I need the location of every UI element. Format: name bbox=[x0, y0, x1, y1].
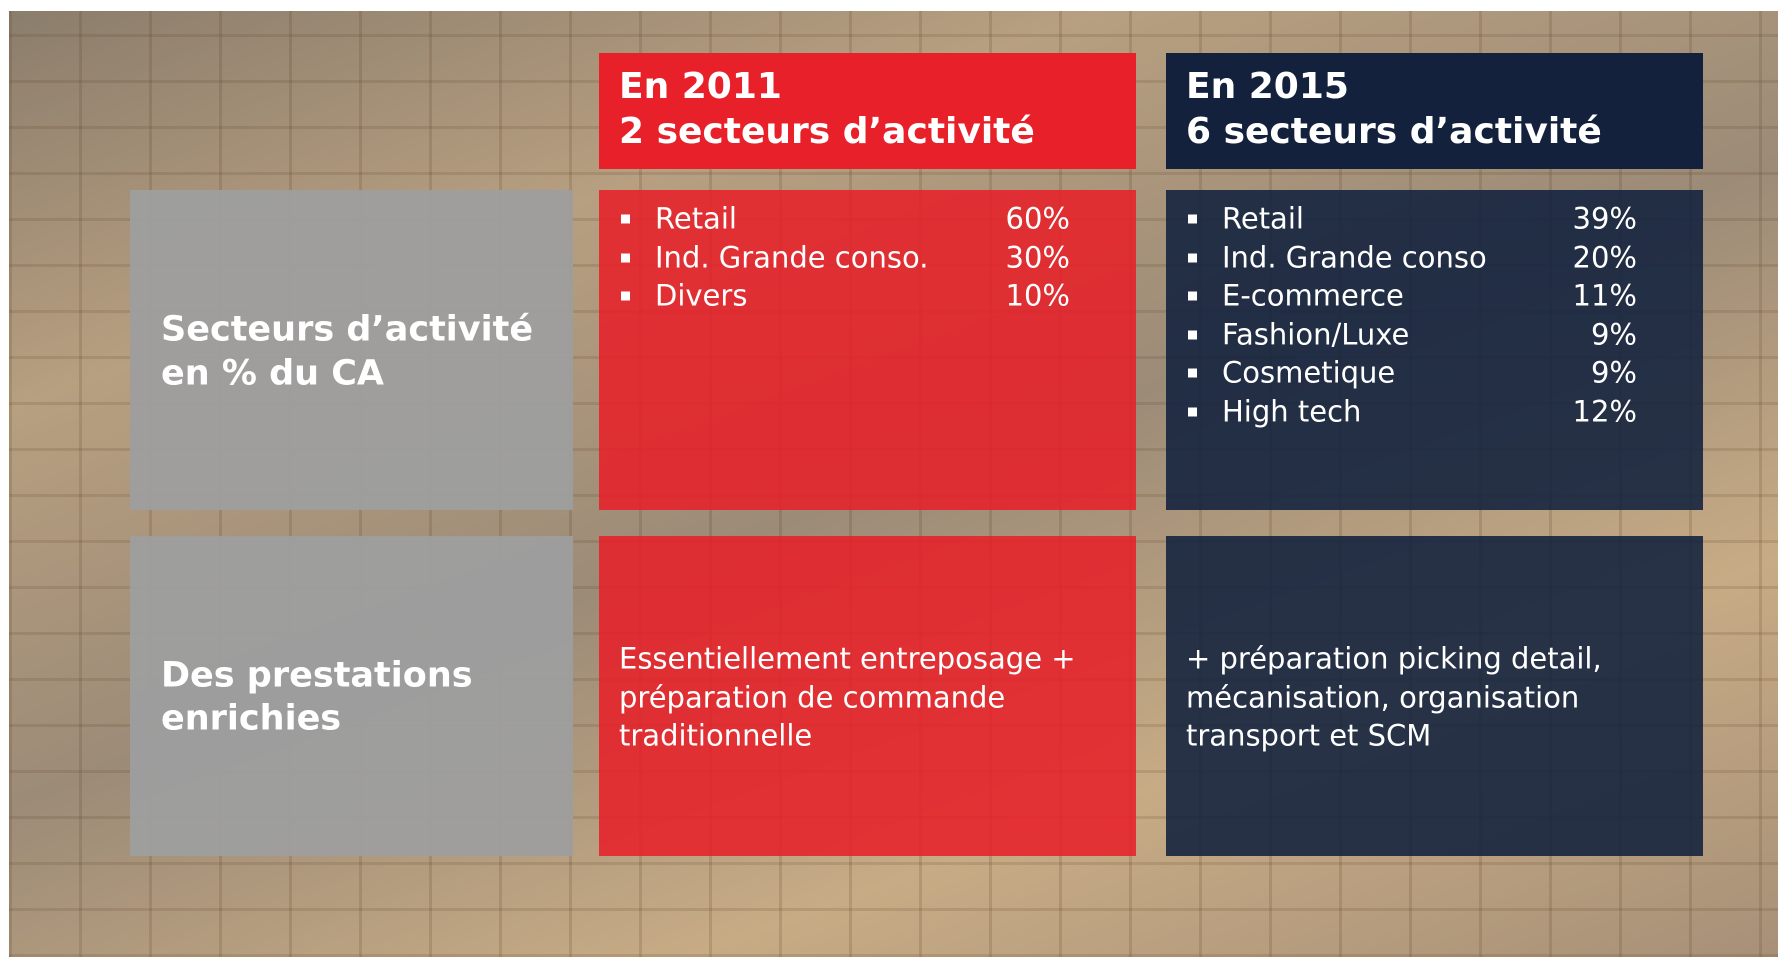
sectors-panel bbox=[599, 190, 1136, 510]
sector-share: 39% bbox=[1572, 201, 1637, 236]
bullet bbox=[1188, 253, 1197, 262]
header-text: En 2015 bbox=[1186, 66, 1349, 107]
sector-name: Fashion/Luxe bbox=[1222, 317, 1410, 351]
bullet bbox=[621, 214, 630, 224]
sectors-panel bbox=[1166, 190, 1703, 510]
services-panel bbox=[1166, 536, 1703, 856]
sector-share: 11% bbox=[1572, 278, 1637, 313]
bullet bbox=[621, 253, 630, 262]
column-header bbox=[599, 53, 1136, 169]
header-text: 6 secteurs d’activité bbox=[1186, 111, 1602, 152]
services-text: mécanisation, organisation bbox=[1186, 680, 1580, 714]
header-text: 2 secteurs d’activité bbox=[619, 111, 1035, 152]
sector-share: 9% bbox=[1590, 317, 1637, 351]
sector-name: Divers bbox=[655, 278, 748, 313]
sector-name: Ind. Grande conso bbox=[1222, 240, 1487, 274]
sector-name: High tech bbox=[1222, 394, 1362, 428]
header-text: En 2011 bbox=[619, 66, 782, 107]
sector-share: 60% bbox=[1005, 201, 1070, 236]
bullet bbox=[1188, 214, 1197, 224]
sector-name: Retail bbox=[1222, 201, 1304, 236]
sector-share: 30% bbox=[1005, 240, 1070, 274]
sector-name: Ind. Grande conso. bbox=[655, 240, 929, 274]
services-text: transport et SCM bbox=[1186, 718, 1432, 753]
services-text: préparation de commande bbox=[619, 680, 1006, 714]
column-header bbox=[1166, 53, 1703, 169]
row-label-panel bbox=[130, 536, 573, 856]
row-label: Des prestations bbox=[161, 655, 473, 696]
bullet bbox=[1188, 291, 1197, 301]
sector-name: Cosmetique bbox=[1222, 355, 1396, 390]
services-text: traditionnelle bbox=[619, 718, 813, 753]
sector-share: 10% bbox=[1005, 278, 1070, 313]
services-text: Essentiellement entreposage + bbox=[619, 641, 1076, 676]
sector-share: 20% bbox=[1572, 240, 1637, 274]
services-text: + préparation picking detail, bbox=[1186, 641, 1602, 676]
row-label: en % du CA bbox=[161, 353, 385, 394]
row-label: Secteurs d’activité bbox=[161, 309, 534, 350]
bullet bbox=[1188, 330, 1197, 339]
sector-name: E-commerce bbox=[1222, 278, 1404, 313]
row-label: enrichies bbox=[161, 698, 342, 739]
sector-name: Retail bbox=[655, 201, 737, 236]
bullet bbox=[1188, 368, 1197, 378]
row-label-panel bbox=[130, 190, 573, 510]
services-panel bbox=[599, 536, 1136, 856]
bullet bbox=[1188, 407, 1197, 416]
sector-share: 12% bbox=[1572, 394, 1637, 428]
bullet bbox=[621, 291, 630, 301]
sector-share: 9% bbox=[1590, 355, 1637, 390]
